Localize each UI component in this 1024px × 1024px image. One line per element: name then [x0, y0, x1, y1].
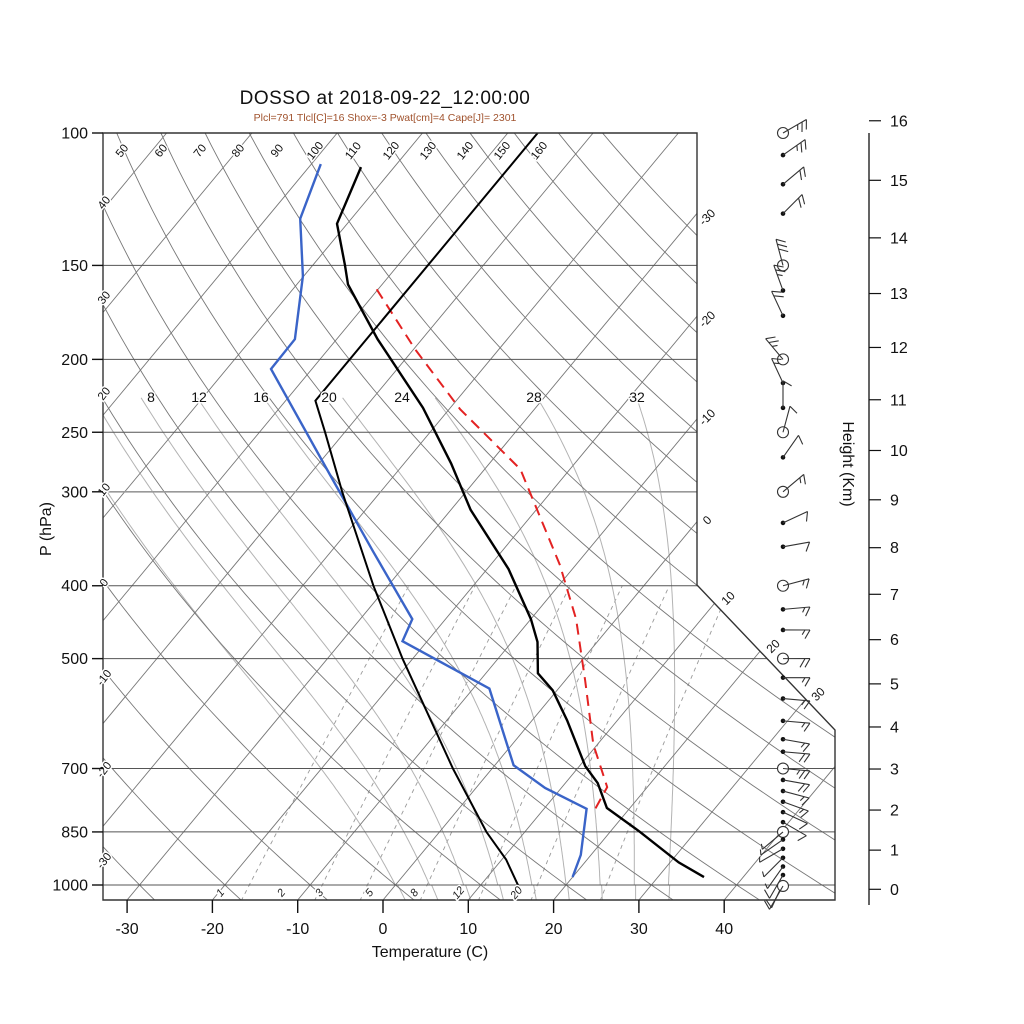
svg-text:9: 9 — [890, 492, 899, 509]
svg-text:1000: 1000 — [52, 878, 88, 895]
svg-text:200: 200 — [61, 352, 88, 369]
svg-text:2: 2 — [274, 887, 288, 900]
svg-text:1: 1 — [890, 843, 899, 860]
svg-text:50: 50 — [114, 142, 131, 159]
svg-text:5: 5 — [890, 676, 899, 693]
wind-barb-column — [759, 119, 811, 910]
svg-text:-30: -30 — [696, 206, 718, 228]
svg-text:250: 250 — [61, 425, 88, 442]
svg-text:32: 32 — [629, 389, 645, 405]
svg-text:500: 500 — [61, 651, 88, 668]
svg-text:30: 30 — [630, 921, 648, 938]
svg-text:70: 70 — [192, 142, 209, 159]
svg-text:8: 8 — [147, 389, 155, 405]
svg-text:30: 30 — [96, 289, 113, 306]
svg-text:160: 160 — [529, 140, 550, 163]
svg-text:16: 16 — [890, 113, 908, 130]
svg-text:100: 100 — [61, 126, 88, 143]
dewpoint-curve — [269, 163, 588, 878]
station-level-dot — [780, 405, 786, 411]
svg-text:13: 13 — [890, 286, 908, 303]
svg-text:-30: -30 — [116, 921, 139, 938]
svg-text:700: 700 — [61, 761, 88, 778]
svg-text:12: 12 — [191, 389, 207, 405]
svg-text:400: 400 — [61, 578, 88, 595]
svg-text:-20: -20 — [201, 921, 224, 938]
svg-text:20: 20 — [763, 636, 783, 656]
plot-outline — [102, 132, 836, 901]
svg-text:-20: -20 — [696, 308, 718, 330]
svg-text:300: 300 — [61, 484, 88, 501]
svg-text:-10: -10 — [286, 921, 309, 938]
dry-adiabat-lines — [103, 133, 835, 900]
svg-text:110: 110 — [343, 140, 364, 162]
svg-text:2: 2 — [890, 803, 899, 820]
svg-text:10: 10 — [96, 481, 113, 498]
svg-text:11: 11 — [890, 392, 907, 409]
isotherm-lines — [103, 133, 835, 900]
svg-text:12: 12 — [890, 340, 908, 357]
mixing-ratio-lines — [240, 585, 732, 900]
svg-text:80: 80 — [230, 142, 247, 159]
svg-text:8: 8 — [890, 540, 899, 557]
svg-text:10: 10 — [718, 588, 738, 608]
svg-text:40: 40 — [96, 194, 113, 211]
svg-text:150: 150 — [492, 140, 513, 163]
svg-text:-10: -10 — [95, 668, 115, 688]
parcel_ascent-curve — [372, 283, 609, 809]
svg-text:0: 0 — [98, 577, 111, 589]
svg-text:100: 100 — [305, 140, 326, 163]
svg-text:10: 10 — [459, 921, 477, 938]
svg-text:28: 28 — [526, 389, 542, 405]
svg-text:7: 7 — [890, 587, 899, 604]
svg-text:-20: -20 — [95, 760, 115, 780]
moist-adiabat-lines — [103, 397, 676, 900]
svg-text:1: 1 — [214, 887, 227, 899]
svg-text:-30: -30 — [95, 851, 115, 871]
svg-text:850: 850 — [61, 824, 88, 841]
svg-text:24: 24 — [394, 389, 410, 405]
svg-text:-10: -10 — [696, 406, 718, 428]
height-axis-title: Height (Km) — [839, 421, 856, 507]
svg-text:15: 15 — [890, 173, 908, 190]
svg-text:150: 150 — [61, 258, 88, 275]
svg-text:0: 0 — [379, 921, 388, 938]
svg-text:0: 0 — [890, 882, 899, 899]
standard_atmosphere-curve — [314, 133, 539, 890]
svg-text:40: 40 — [715, 921, 733, 938]
chart-parameter-line: Plcl=791 Tlcl[C]=16 Shox=-3 Pwat[cm]=4 C… — [253, 112, 517, 124]
svg-text:130: 130 — [418, 140, 439, 163]
svg-text:12: 12 — [450, 885, 467, 902]
svg-text:0: 0 — [700, 513, 715, 528]
chart-title: DOSSO at 2018-09-22_12:00:00 — [239, 88, 531, 109]
svg-text:14: 14 — [890, 230, 908, 247]
y-axis-title: P (hPa) — [38, 502, 55, 556]
svg-text:3: 3 — [890, 762, 899, 779]
svg-text:30: 30 — [808, 684, 828, 704]
svg-text:20: 20 — [321, 389, 337, 405]
svg-text:90: 90 — [269, 142, 286, 159]
svg-text:60: 60 — [153, 142, 170, 159]
station-level-dot — [780, 313, 786, 319]
svg-text:4: 4 — [890, 719, 899, 736]
svg-text:20: 20 — [545, 921, 563, 938]
svg-text:6: 6 — [890, 632, 899, 649]
svg-text:5: 5 — [363, 886, 377, 899]
temperature-curve — [335, 166, 705, 879]
svg-text:16: 16 — [253, 389, 269, 405]
x-axis-title: Temperature (C) — [371, 944, 489, 961]
grid-labels: 50 60 70 80 90 100 110 120 130 140 150 160403020100… — [93, 138, 829, 903]
svg-text:10: 10 — [890, 443, 908, 460]
svg-text:20: 20 — [96, 385, 113, 402]
svg-text:140: 140 — [455, 140, 476, 163]
